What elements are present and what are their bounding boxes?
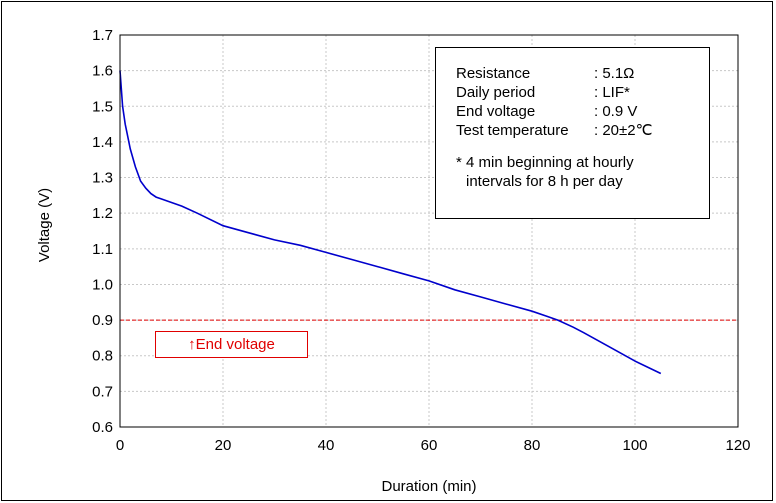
y-tick-label: 0.8 — [92, 348, 113, 365]
y-tick-label: 1.4 — [92, 134, 113, 151]
x-tick-label: 20 — [215, 437, 232, 454]
info-value: : LIF* — [594, 84, 630, 101]
plot-area-border — [119, 34, 739, 428]
info-value: : 20±2℃ — [594, 122, 653, 139]
y-tick-label: 1.2 — [92, 205, 113, 222]
info-key: Resistance — [456, 65, 531, 82]
end-voltage-label: ↑End voltage — [155, 331, 308, 358]
y-tick-label: 1.6 — [92, 63, 113, 80]
info-key: Test temperature — [456, 122, 569, 139]
axis-ticks: 0.6 0.7 0.8 0.9 1.0 1.1 1.2 1.3 1.4 1.5 1.6 1.7 0 20 4… — [92, 27, 750, 454]
x-tick-label: 40 — [318, 437, 335, 454]
info-value: : 0.9 V — [594, 103, 638, 120]
info-key: End voltage — [456, 103, 536, 120]
y-tick-label: 0.6 — [92, 419, 113, 436]
x-tick-label: 60 — [421, 437, 438, 454]
x-tick-label: 100 — [622, 437, 647, 454]
info-value: : 5.1Ω — [594, 65, 635, 82]
x-axis-label: Duration (min) — [381, 478, 476, 495]
y-tick-label: 1.1 — [92, 241, 113, 258]
x-tick-label: 0 — [116, 437, 124, 454]
y-tick-label: 1.5 — [92, 98, 113, 115]
y-tick-label: 1.3 — [92, 170, 113, 187]
x-tick-label: 120 — [725, 437, 750, 454]
footnote-line-1: * 4 min beginning at hourly — [456, 154, 634, 171]
info-row-daily-period: Daily period : LIF* — [456, 83, 709, 102]
y-tick-label: 0.9 — [92, 312, 113, 329]
info-row-end-voltage: End voltage : 0.9 V — [456, 102, 709, 121]
footnote-line-2: intervals for 8 h per day — [466, 173, 623, 190]
info-row-resistance: Resistance : 5.1Ω — [456, 64, 709, 83]
y-tick-label: 0.7 — [92, 383, 113, 400]
info-row-test-temperature: Test temperature : 20±2℃ — [456, 121, 709, 140]
info-key: Daily period — [456, 84, 536, 101]
voltage-curve-series — [119, 70, 662, 375]
y-axis-label: Voltage (V) — [36, 188, 53, 262]
x-tick-label: 80 — [524, 437, 541, 454]
y-tick-label: 1.7 — [92, 27, 113, 44]
test-conditions-box: Resistance : 5.1Ω Daily period : LIF* En… — [435, 47, 710, 219]
y-tick-label: 1.0 — [92, 276, 113, 293]
